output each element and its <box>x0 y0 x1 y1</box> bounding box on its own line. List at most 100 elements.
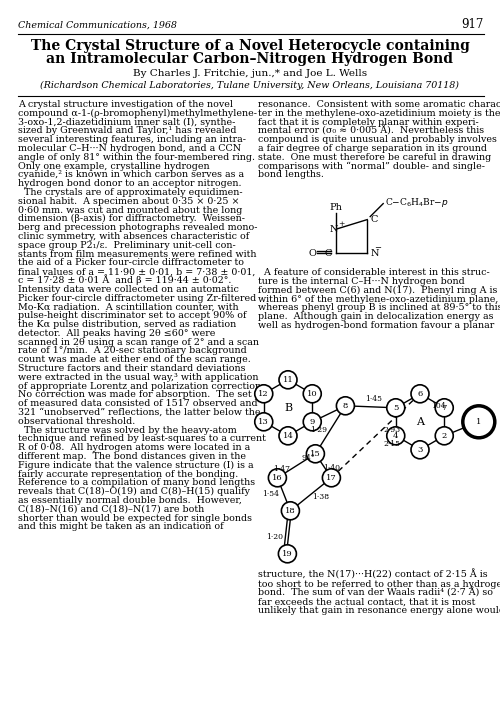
Text: within 6° of the methylene-oxo-azetidinium plane,: within 6° of the methylene-oxo-azetidini… <box>258 295 498 303</box>
Text: 321 “unobserved” reflections, the latter below the: 321 “unobserved” reflections, the latter… <box>18 408 260 417</box>
Text: molecular C–H···N hydrogen bond, and a CCN: molecular C–H···N hydrogen bond, and a C… <box>18 144 241 153</box>
Text: mental error (σ₀ ≈ 0·005 Å).  Nevertheless this: mental error (σ₀ ≈ 0·005 Å). Nevertheles… <box>258 125 484 136</box>
Text: as essentially normal double bonds.  However,: as essentially normal double bonds. Howe… <box>18 496 242 505</box>
Circle shape <box>255 385 273 403</box>
Text: The structure was solved by the heavy-atom: The structure was solved by the heavy-at… <box>18 425 237 435</box>
Text: reveals that C(18)–O(19) and C(8)–H(15) qualify: reveals that C(18)–O(19) and C(8)–H(15) … <box>18 487 250 496</box>
Text: well as hydrogen-bond formation favour a planar: well as hydrogen-bond formation favour a… <box>258 321 494 330</box>
Text: several interesting features, including an intra-: several interesting features, including … <box>18 135 246 144</box>
Text: 11: 11 <box>282 375 294 384</box>
Text: too short to be referred to other than as a hydrogen: too short to be referred to other than a… <box>258 580 500 588</box>
Text: 13: 13 <box>258 418 269 426</box>
Text: Reference to a compilation of many bond lengths: Reference to a compilation of many bond … <box>18 479 255 487</box>
Text: 12: 12 <box>258 390 269 398</box>
Text: formed between C(6) and N(17).  Phenyl ring A is: formed between C(6) and N(17). Phenyl ri… <box>258 286 498 295</box>
Text: 3-oxo-1,2-diazetidinium inner salt (I), synthe-: 3-oxo-1,2-diazetidinium inner salt (I), … <box>18 118 236 126</box>
Text: 104: 104 <box>430 402 446 410</box>
Text: and this might be taken as an indication of: and this might be taken as an indication… <box>18 523 224 531</box>
Text: 94°: 94° <box>302 454 315 462</box>
Text: Mo-Kα radiation.  A scintillation counter, with: Mo-Kα radiation. A scintillation counter… <box>18 303 238 311</box>
Circle shape <box>282 502 300 520</box>
Text: +: + <box>338 220 344 228</box>
Text: Chemical Communications, 1968: Chemical Communications, 1968 <box>18 21 177 30</box>
Circle shape <box>303 413 321 431</box>
Text: 14: 14 <box>282 432 294 440</box>
Text: 5: 5 <box>393 404 398 412</box>
Text: berg and precession photographs revealed mono-: berg and precession photographs revealed… <box>18 223 258 232</box>
Circle shape <box>411 441 429 458</box>
Text: were extracted in the usual way,³ with application: were extracted in the usual way,³ with a… <box>18 373 258 382</box>
Text: pulse-height discriminator set to accept 90% of: pulse-height discriminator set to accept… <box>18 311 246 320</box>
Text: 3: 3 <box>418 445 422 454</box>
Text: 2·15: 2·15 <box>383 440 400 448</box>
Text: 2·93: 2·93 <box>383 426 400 434</box>
Text: bond lengths.: bond lengths. <box>258 170 324 179</box>
Circle shape <box>435 399 453 417</box>
Text: sized by Greenwald and Taylor,¹ has revealed: sized by Greenwald and Taylor,¹ has reve… <box>18 126 236 136</box>
Text: 1: 1 <box>476 418 482 426</box>
Circle shape <box>279 371 297 389</box>
Text: structure, the N(17)···H(22) contact of 2·15 Å is: structure, the N(17)···H(22) contact of … <box>258 570 488 580</box>
Circle shape <box>322 469 340 487</box>
Text: rate of 1°/min.  A 20-sec stationary background: rate of 1°/min. A 20-sec stationary back… <box>18 347 247 355</box>
Circle shape <box>306 445 324 463</box>
Text: 17: 17 <box>326 474 337 482</box>
Text: 1·38: 1·38 <box>312 493 330 501</box>
Text: 9: 9 <box>310 418 315 426</box>
Text: of measured data consisted of 1517 observed and: of measured data consisted of 1517 obser… <box>18 399 258 408</box>
Text: sional habit.  A specimen about 0·35 × 0·25 ×: sional habit. A specimen about 0·35 × 0·… <box>18 197 240 206</box>
Text: 8: 8 <box>342 402 348 410</box>
Text: resonance.  Consistent with some aromatic charac-: resonance. Consistent with some aromatic… <box>258 100 500 109</box>
Text: 1·45: 1·45 <box>365 395 382 403</box>
Text: the aid of a Picker four-circle diffractometer to: the aid of a Picker four-circle diffract… <box>18 258 244 267</box>
Text: 1·20: 1·20 <box>266 534 283 542</box>
Text: Picker four-circle diffractometer using Zr-filtered: Picker four-circle diffractometer using … <box>18 294 256 303</box>
Text: 15: 15 <box>310 450 321 458</box>
Text: 16: 16 <box>272 474 282 482</box>
Text: 0·60 mm. was cut and mounted about the long: 0·60 mm. was cut and mounted about the l… <box>18 206 242 214</box>
Text: shorter than would be expected for single bonds: shorter than would be expected for singl… <box>18 513 252 523</box>
Text: C$-$C$_6$H$_4$Br$-p$: C$-$C$_6$H$_4$Br$-p$ <box>385 196 449 209</box>
Text: 10: 10 <box>307 390 318 398</box>
Circle shape <box>435 427 453 445</box>
Text: (Richardson Chemical Laboratories, Tulane University, New Orleans, Louisiana 701: (Richardson Chemical Laboratories, Tulan… <box>40 81 460 90</box>
Text: stants from film measurements were refined with: stants from film measurements were refin… <box>18 250 256 258</box>
Text: clinic symmetry, with absences characteristic of: clinic symmetry, with absences character… <box>18 232 249 241</box>
Text: 1·40: 1·40 <box>323 464 340 471</box>
Text: dimension (β-axis) for diffractometry.  Weissen-: dimension (β-axis) for diffractometry. W… <box>18 214 245 223</box>
Circle shape <box>278 545 296 563</box>
Text: final values of a = 11·90 ± 0·01, b = 7·38 ± 0·01,: final values of a = 11·90 ± 0·01, b = 7·… <box>18 267 256 277</box>
Text: Ph: Ph <box>330 203 342 212</box>
Text: of appropriate Lorentz and polarization corrections.: of appropriate Lorentz and polarization … <box>18 382 269 391</box>
Text: R of 0·08.  All hydrogen atoms were located in a: R of 0·08. All hydrogen atoms were locat… <box>18 443 250 452</box>
Text: cyanide,² is known in which carbon serves as a: cyanide,² is known in which carbon serve… <box>18 170 244 179</box>
Text: 7: 7 <box>442 404 447 412</box>
Text: ter in the methylene-oxo-azetidinium moiety is the: ter in the methylene-oxo-azetidinium moi… <box>258 109 500 118</box>
Text: The crystals are of approximately equidimen-: The crystals are of approximately equidi… <box>18 188 242 197</box>
Text: c = 17·28 ± 0·01 Å  and β = 119·44 ± 0·02°.: c = 17·28 ± 0·01 Å and β = 119·44 ± 0·02… <box>18 274 232 285</box>
Text: No correction was made for absorption.  The set: No correction was made for absorption. T… <box>18 391 252 399</box>
Circle shape <box>279 427 297 445</box>
Text: comparisons with “normal” double- and single-: comparisons with “normal” double- and si… <box>258 161 485 170</box>
Text: A feature of considerable interest in this struc-: A feature of considerable interest in th… <box>258 268 490 277</box>
Text: an Intramolecular Carbon–Nitrogen Hydrogen Bond: an Intramolecular Carbon–Nitrogen Hydrog… <box>46 52 454 66</box>
Text: the Kα pulse distribution, served as radiation: the Kα pulse distribution, served as rad… <box>18 320 236 329</box>
Text: 1·47: 1·47 <box>273 465 290 473</box>
Text: 4: 4 <box>393 432 398 440</box>
Text: 18: 18 <box>285 507 296 515</box>
Text: different map.  The bond distances given in the: different map. The bond distances given … <box>18 452 246 461</box>
Text: 917: 917 <box>462 18 484 31</box>
Text: The Crystal Structure of a Novel Heterocycle containing: The Crystal Structure of a Novel Heteroc… <box>30 39 469 53</box>
Text: C: C <box>370 215 378 224</box>
Circle shape <box>387 427 405 445</box>
Text: hydrogen bond donor to an acceptor nitrogen.: hydrogen bond donor to an acceptor nitro… <box>18 179 242 188</box>
Text: fairly accurate representation of the bonding.: fairly accurate representation of the bo… <box>18 469 238 479</box>
Text: C: C <box>324 248 332 258</box>
Text: state.  One must therefore be careful in drawing: state. One must therefore be careful in … <box>258 153 491 162</box>
Text: Figure indicate that the valence structure (I) is a: Figure indicate that the valence structu… <box>18 461 254 470</box>
Text: fact that it is completely planar within experi-: fact that it is completely planar within… <box>258 118 479 126</box>
Circle shape <box>463 406 495 438</box>
Text: a fair degree of charge separation in its ground: a fair degree of charge separation in it… <box>258 144 487 153</box>
Circle shape <box>387 399 405 417</box>
Text: scanned in 2θ using a scan range of 2° and a scan: scanned in 2θ using a scan range of 2° a… <box>18 338 259 347</box>
